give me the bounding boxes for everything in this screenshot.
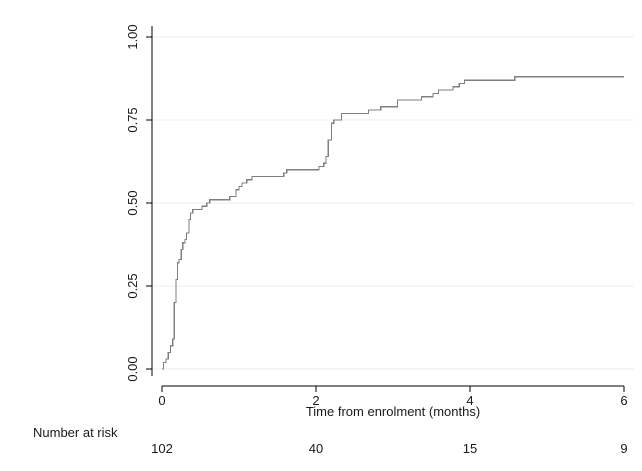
y-tick-label-0: 0.00 xyxy=(125,356,140,381)
y-tick-label-3: 0.75 xyxy=(125,107,140,132)
x-tick-label-0: 0 xyxy=(158,393,165,408)
gridlines xyxy=(153,36,634,370)
risk-value-2: 15 xyxy=(463,441,477,456)
risk-table-title: Number at risk xyxy=(33,425,118,440)
series-layer xyxy=(162,76,624,370)
risk-value-1: 40 xyxy=(309,441,323,456)
risk-value-0: 102 xyxy=(151,441,173,456)
tick-marks-and-labels: 0.00 0.25 0.50 0.75 1.00 0 2 4 6 xyxy=(125,24,628,408)
x-tick-label-1: 2 xyxy=(312,393,319,408)
axes xyxy=(151,26,624,387)
risk-value-3: 9 xyxy=(620,441,627,456)
y-tick-label-4: 1.00 xyxy=(125,24,140,49)
y-tick-label-2: 0.50 xyxy=(125,190,140,215)
x-tick-label-2: 4 xyxy=(466,393,473,408)
y-tick-label-1: 0.25 xyxy=(125,273,140,298)
survival-curve-0 xyxy=(162,76,624,370)
x-axis-title: Time from enrolment (months) xyxy=(306,404,480,419)
x-tick-label-3: 6 xyxy=(620,393,627,408)
risk-table: Number at risk 102 40 15 9 xyxy=(33,425,628,456)
